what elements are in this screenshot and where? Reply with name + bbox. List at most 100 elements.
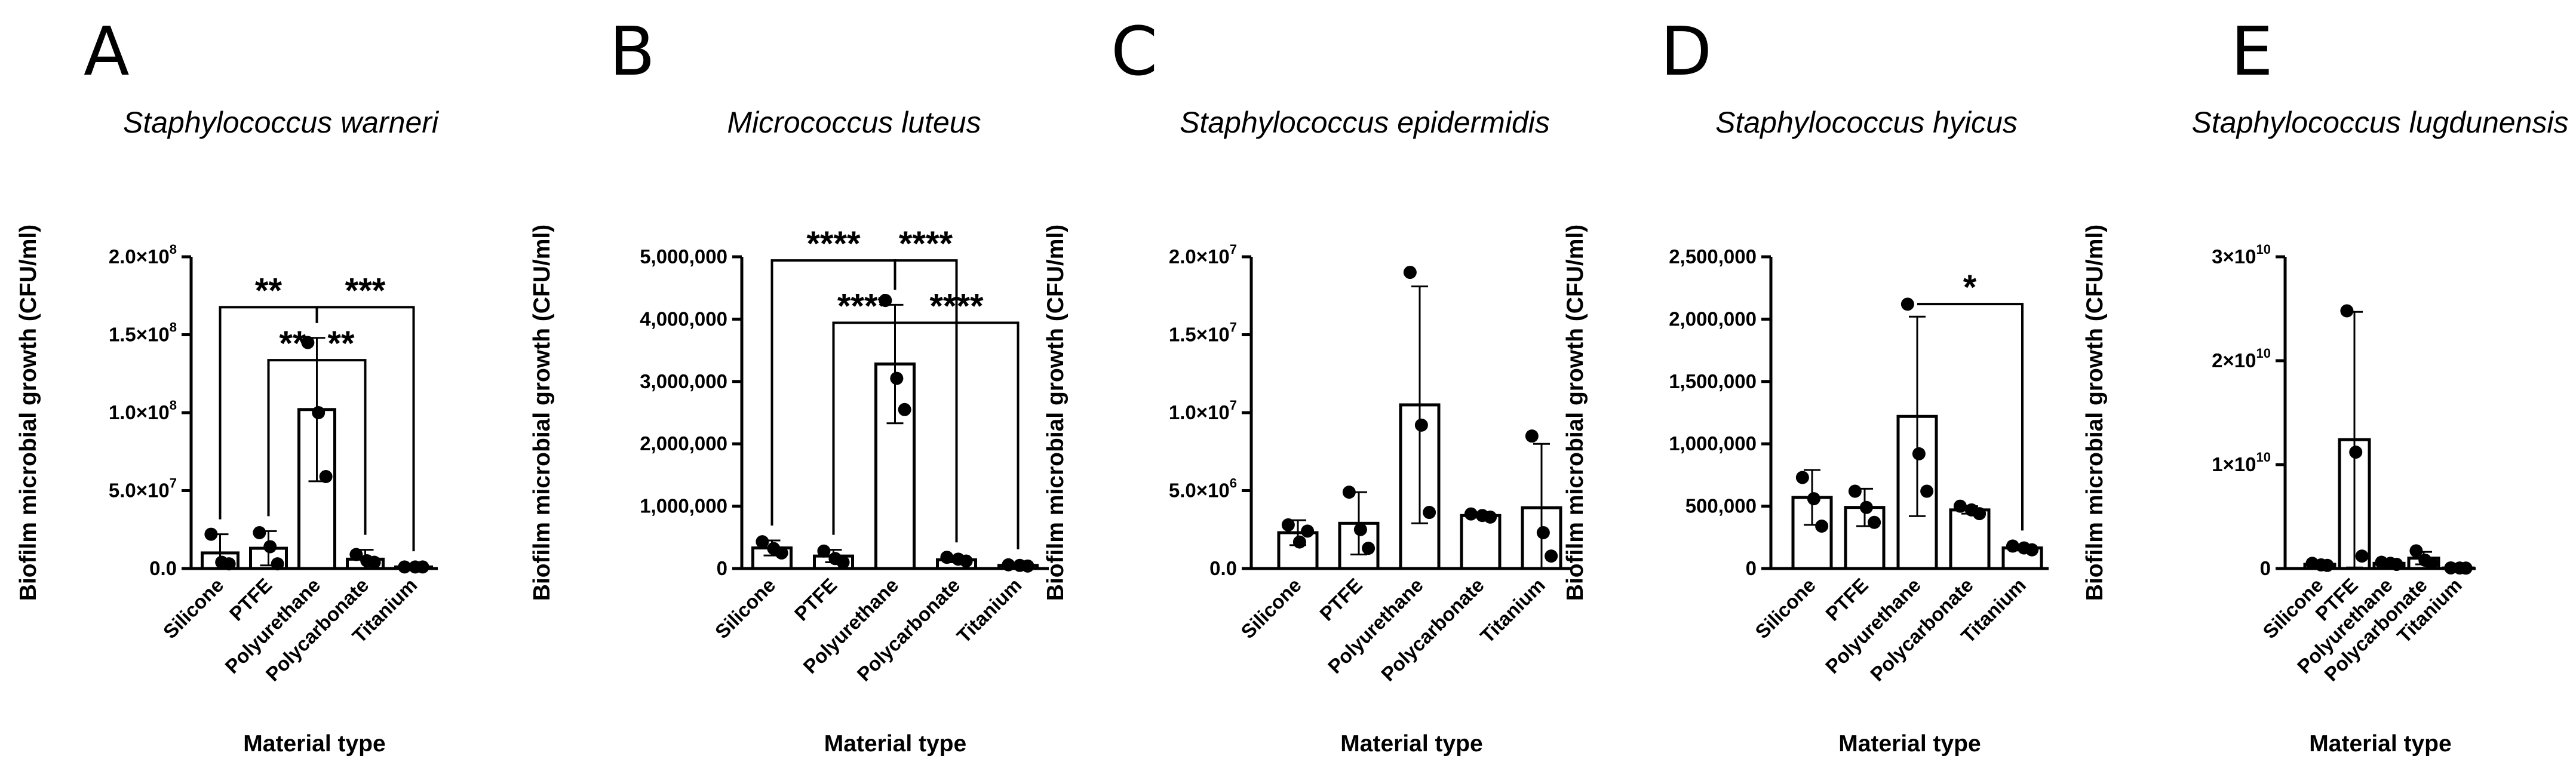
data-point (1920, 484, 1934, 498)
tick-exponent: 8 (170, 320, 177, 335)
panel-e: E Staphylococcus lugdunensis Biofilm micro… (2082, 13, 2568, 757)
y-tick-label: 2.0×107 (1169, 242, 1237, 268)
y-tick-label: 0.0 (1209, 557, 1237, 579)
y-tick-label: 1.5×108 (109, 320, 177, 346)
chart-title: Staphylococcus lugdunensis (2192, 106, 2569, 139)
data-point (222, 557, 236, 571)
y-axis-label: Biofilm microbial growth (CFU/ml) (529, 225, 555, 601)
y-tick-label: 3×1010 (2212, 242, 2271, 268)
data-point (2459, 561, 2473, 575)
y-axis-label: Biofilm microbial growth (CFU/ml) (16, 225, 41, 601)
data-point (1807, 492, 1820, 506)
y-tick-label: 2,500,000 (1669, 245, 1757, 268)
tick-exponent: 8 (170, 398, 177, 413)
significance-label: **** (899, 225, 953, 263)
x-tick-label: Polycarbonate (1377, 574, 1488, 686)
y-tick-label: 0 (2260, 557, 2271, 579)
y-tick-label: 2,000,000 (1669, 308, 1757, 330)
data-point (319, 470, 333, 484)
significance-label: **** (806, 225, 861, 263)
data-point (1484, 510, 1497, 524)
bar-polycarbonate (1460, 514, 1502, 570)
data-point (1362, 542, 1375, 555)
significance-label: ** (327, 324, 355, 363)
data-point (2349, 446, 2363, 459)
x-tick-label: Silicone (1751, 574, 1820, 643)
tick-exponent: 7 (1230, 242, 1237, 257)
significance-bracket (894, 259, 958, 543)
significance-label: **** (929, 287, 984, 326)
y-tick-label: 3,000,000 (640, 370, 727, 392)
y-tick-label: 0 (717, 557, 727, 579)
data-point (2424, 557, 2438, 570)
chart-title: Micrococcus luteus (727, 106, 981, 139)
data-point (349, 548, 363, 561)
y-tick-label: 5,000,000 (640, 245, 727, 268)
x-tick-label: PTFE (1315, 574, 1367, 625)
panel-a: A Staphylococcus warneri Biofilm microbial… (16, 13, 440, 757)
data-point (1973, 507, 1987, 521)
data-point (398, 560, 412, 574)
y-tick-label: 5.0×107 (109, 476, 177, 502)
x-tick-label: Silicone (1236, 574, 1306, 643)
data-point (1953, 499, 1967, 513)
y-tick-label: 1.0×108 (109, 398, 177, 423)
x-tick-label: Titanium (952, 574, 1026, 647)
x-axis-label: Material type (1340, 731, 1482, 757)
x-axis-label: Material type (2309, 731, 2451, 757)
data-point (959, 554, 973, 568)
y-tick-label: 2.0×108 (109, 242, 177, 268)
significance-bracket (317, 359, 367, 535)
y-tick-label: 500,000 (1685, 495, 1757, 517)
y-tick-label: 1,000,000 (640, 495, 727, 517)
panel-c: C Staphylococcus epidermidis Biofilm micro… (1043, 13, 1572, 757)
data-point (416, 560, 429, 574)
data-point (2320, 558, 2334, 572)
data-point (817, 544, 831, 558)
significance-label: ** (279, 324, 306, 363)
data-point (263, 540, 277, 554)
y-tick-label: 1,000,000 (1669, 432, 1757, 454)
panel-b: B Micrococcus luteus Biofilm microbial gro… (529, 13, 1049, 757)
significance-label: **** (837, 287, 892, 326)
data-point (1281, 518, 1295, 531)
data-point (898, 403, 911, 416)
data-point (1403, 266, 1417, 279)
y-tick-label: 1.5×107 (1169, 320, 1237, 346)
data-point (1848, 484, 1862, 498)
significance-label: *** (345, 271, 386, 310)
data-point (1353, 523, 1367, 536)
data-point (1545, 549, 1558, 563)
data-point (1002, 558, 1015, 572)
data-point (1414, 418, 1428, 432)
y-tick-label: 0 (1746, 557, 1757, 579)
data-point (756, 535, 769, 549)
data-point (204, 527, 218, 541)
significance-bracket (1917, 303, 2024, 531)
data-point (1912, 447, 1926, 460)
data-point (1900, 297, 1914, 311)
significance-bracket (267, 359, 317, 517)
data-point (890, 371, 904, 385)
data-point (2340, 304, 2354, 318)
panel-letter: D (1660, 13, 1712, 91)
data-point (1342, 486, 1356, 499)
data-point (1859, 500, 1873, 514)
tick-exponent: 7 (1230, 398, 1237, 413)
data-point (1292, 535, 1306, 549)
data-point (271, 557, 284, 571)
significance-bracket (832, 321, 895, 535)
data-point (1021, 559, 1034, 573)
x-axis-label: Material type (1838, 731, 1981, 757)
data-point (775, 546, 788, 560)
x-tick-label: Titanium (1476, 574, 1549, 647)
data-point (1536, 526, 1550, 539)
data-point (253, 526, 266, 539)
data-point (1464, 507, 1478, 521)
data-point (1815, 520, 1829, 533)
y-tick-label: 1,500,000 (1669, 370, 1757, 392)
data-point (940, 551, 954, 564)
tick-exponent: 6 (1230, 476, 1237, 491)
tick-exponent: 8 (170, 242, 177, 257)
